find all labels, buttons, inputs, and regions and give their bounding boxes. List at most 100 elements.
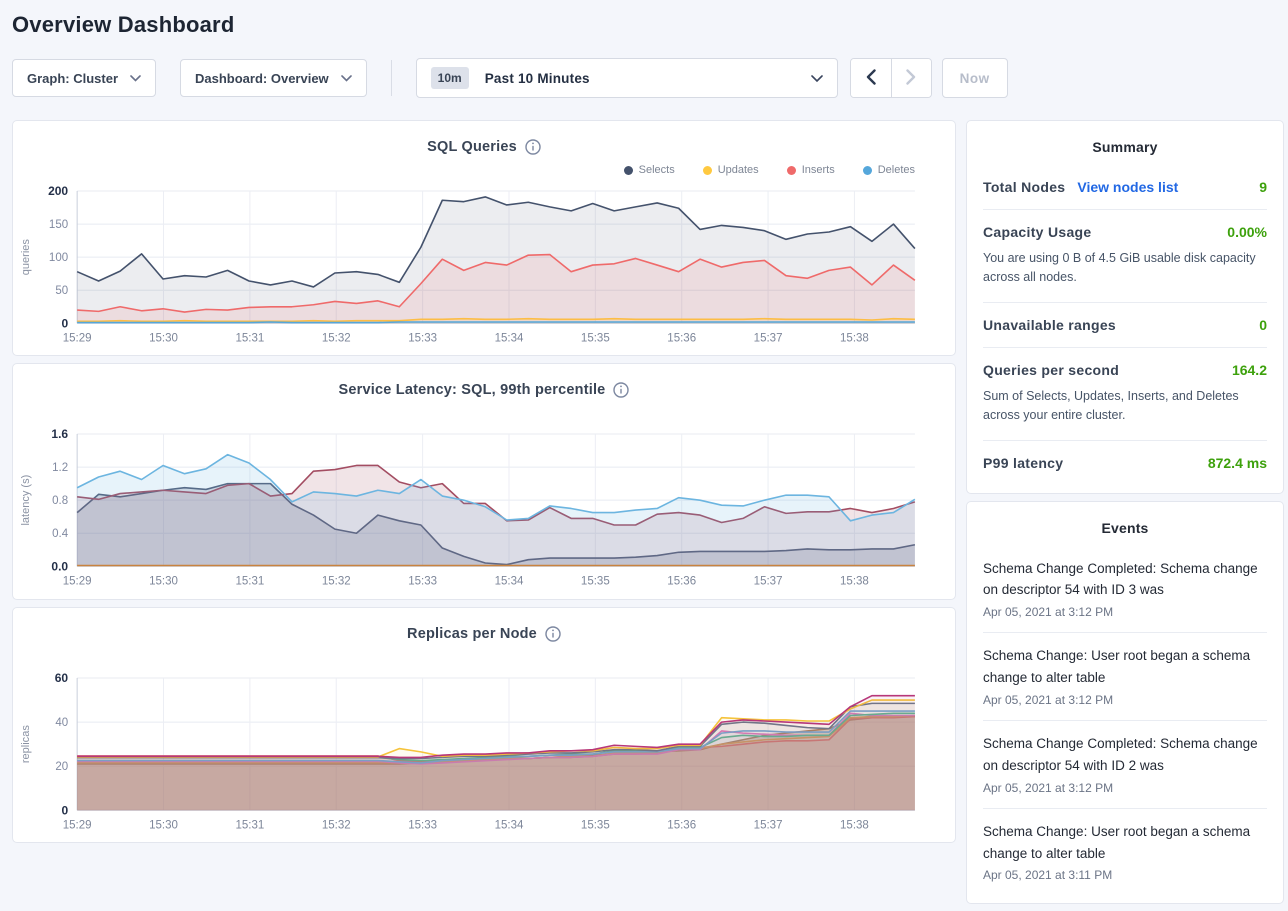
dashboard-dropdown[interactable]: Dashboard: Overview bbox=[180, 59, 367, 97]
legend-dot bbox=[862, 165, 872, 175]
summary-panel: Summary Total Nodes View nodes list 9 Ca… bbox=[966, 120, 1284, 494]
legend-dot bbox=[623, 165, 633, 175]
chevron-down-icon bbox=[810, 71, 823, 86]
svg-text:15:35: 15:35 bbox=[581, 819, 610, 831]
svg-text:1.6: 1.6 bbox=[51, 427, 68, 441]
svg-text:15:30: 15:30 bbox=[149, 576, 178, 588]
svg-text:15:37: 15:37 bbox=[754, 332, 783, 344]
legend-item-selects[interactable]: Selects bbox=[623, 164, 675, 176]
events-list: Schema Change Completed: Schema change o… bbox=[983, 546, 1267, 896]
charts-column: SQL Queries Selects Updates Inserts Deletes… bbox=[12, 120, 956, 850]
legend-dot bbox=[702, 165, 712, 175]
chart-card-sql-queries: SQL Queries Selects Updates Inserts Deletes… bbox=[12, 120, 956, 357]
legend-label: Updates bbox=[717, 164, 759, 176]
svg-text:1.2: 1.2 bbox=[52, 462, 68, 474]
svg-text:15:38: 15:38 bbox=[840, 819, 869, 831]
svg-text:15:32: 15:32 bbox=[322, 576, 351, 588]
svg-text:0.8: 0.8 bbox=[52, 496, 68, 508]
svg-text:200: 200 bbox=[48, 184, 68, 198]
legend-item-deletes[interactable]: Deletes bbox=[862, 164, 915, 176]
chevron-right-icon bbox=[906, 68, 916, 88]
summary-value: 164.2 bbox=[1231, 361, 1267, 378]
summary-value: 9 bbox=[1259, 179, 1267, 195]
summary-value: 0.00% bbox=[1227, 224, 1267, 240]
side-column: Summary Total Nodes View nodes list 9 Ca… bbox=[966, 120, 1284, 911]
chart-header: Service Latency: SQL, 99th percentile bbox=[13, 378, 955, 402]
legend-dot bbox=[786, 165, 796, 175]
svg-text:20: 20 bbox=[55, 761, 68, 773]
event-timestamp: Apr 05, 2021 at 3:11 PM bbox=[983, 868, 1113, 883]
events-title: Events bbox=[1101, 519, 1149, 536]
svg-text:15:36: 15:36 bbox=[667, 576, 696, 588]
svg-text:replicas: replicas bbox=[20, 724, 32, 762]
svg-text:latency (s): latency (s) bbox=[20, 475, 32, 526]
svg-text:15:38: 15:38 bbox=[840, 332, 869, 344]
summary-description: You are using 0 B of 4.5 GiB usable disk… bbox=[983, 251, 1256, 285]
view-nodes-list-link[interactable]: View nodes list bbox=[1077, 179, 1179, 195]
svg-text:0: 0 bbox=[61, 316, 68, 330]
svg-text:15:30: 15:30 bbox=[149, 819, 178, 831]
svg-text:60: 60 bbox=[55, 671, 69, 685]
page-title: Overview Dashboard bbox=[12, 12, 235, 37]
chart-legend bbox=[13, 402, 955, 424]
event-item: Schema Change: User root began a schema … bbox=[983, 809, 1267, 896]
main-layout: SQL Queries Selects Updates Inserts Deletes… bbox=[12, 120, 1284, 911]
chart-canvas: 0 50 100 150 200 queries 15:29 15:30 15:31 15:32 1… bbox=[13, 181, 955, 353]
svg-text:150: 150 bbox=[49, 219, 68, 231]
chart-legend: Selects Updates Inserts Deletes bbox=[13, 159, 955, 181]
summary-label: Capacity Usage bbox=[983, 224, 1092, 240]
summary-row-unavailable-ranges: Unavailable ranges 0 bbox=[983, 301, 1267, 347]
summary-value: 872.4 ms bbox=[1207, 454, 1267, 471]
info-icon[interactable] bbox=[613, 382, 630, 399]
legend-item-updates[interactable]: Updates bbox=[702, 164, 759, 176]
chevron-down-icon bbox=[130, 74, 141, 82]
time-next-button[interactable] bbox=[890, 59, 931, 97]
svg-text:15:29: 15:29 bbox=[63, 332, 92, 344]
chart-header: Replicas per Node bbox=[13, 622, 955, 646]
event-item: Schema Change: User root began a schema … bbox=[983, 633, 1267, 721]
time-range-picker[interactable]: 10m Past 10 Minutes bbox=[415, 58, 838, 98]
chart-header: SQL Queries bbox=[13, 135, 955, 159]
svg-text:15:31: 15:31 bbox=[235, 576, 264, 588]
svg-text:15:29: 15:29 bbox=[63, 819, 92, 831]
chart-canvas: 0.0 0.4 0.8 1.2 1.6 latency (s) 15:29 15:30 15:3… bbox=[13, 424, 955, 596]
controls-divider bbox=[390, 60, 392, 96]
chart-legend bbox=[13, 646, 955, 668]
summary-title: Summary bbox=[1092, 139, 1158, 155]
svg-text:queries: queries bbox=[20, 239, 32, 276]
overview-dashboard-page: Overview Dashboard Graph: Cluster Dashbo… bbox=[0, 12, 1288, 911]
chevron-left-icon bbox=[866, 68, 876, 88]
summary-label: Unavailable ranges bbox=[983, 316, 1117, 333]
now-button[interactable]: Now bbox=[941, 58, 1008, 98]
chart-title: Replicas per Node bbox=[407, 625, 537, 642]
svg-text:15:32: 15:32 bbox=[322, 819, 351, 831]
svg-text:15:34: 15:34 bbox=[495, 332, 524, 344]
controls-row: Graph: Cluster Dashboard: Overview 10m P… bbox=[12, 58, 1276, 98]
info-icon[interactable] bbox=[545, 626, 561, 642]
event-timestamp: Apr 05, 2021 at 3:12 PM bbox=[983, 692, 1114, 707]
chart-card-replicas-per-node: Replicas per Node 0 20 40 60 replicas 15:29 15… bbox=[12, 606, 956, 844]
legend-label: Inserts bbox=[801, 164, 835, 176]
svg-text:15:35: 15:35 bbox=[581, 332, 610, 344]
chart-title: Service Latency: SQL, 99th percentile bbox=[338, 382, 606, 399]
time-prev-button[interactable] bbox=[850, 59, 891, 97]
event-text: Schema Change Completed: Schema change o… bbox=[983, 735, 1258, 773]
dashboard-dropdown-label: Dashboard: Overview bbox=[195, 70, 329, 86]
info-icon[interactable] bbox=[525, 139, 541, 155]
graph-dropdown[interactable]: Graph: Cluster bbox=[12, 59, 157, 97]
event-text: Schema Change Completed: Schema change o… bbox=[983, 560, 1258, 598]
svg-text:100: 100 bbox=[49, 252, 68, 264]
summary-row-queries-per-second: Queries per second 164.2 Sum of Selects,… bbox=[983, 346, 1267, 440]
svg-text:0.0: 0.0 bbox=[51, 560, 68, 574]
summary-description: Sum of Selects, Updates, Inserts, and De… bbox=[983, 388, 1239, 423]
svg-text:15:33: 15:33 bbox=[408, 576, 437, 588]
svg-text:0: 0 bbox=[61, 803, 68, 817]
svg-text:15:33: 15:33 bbox=[408, 332, 437, 344]
svg-text:15:37: 15:37 bbox=[754, 576, 783, 588]
svg-text:15:38: 15:38 bbox=[840, 576, 869, 588]
summary-row-capacity-usage: Capacity Usage 0.00% You are using 0 B o… bbox=[983, 209, 1267, 302]
legend-label: Selects bbox=[638, 164, 675, 176]
svg-text:15:29: 15:29 bbox=[63, 576, 92, 588]
legend-item-inserts[interactable]: Inserts bbox=[786, 164, 835, 176]
svg-text:15:32: 15:32 bbox=[322, 332, 351, 344]
